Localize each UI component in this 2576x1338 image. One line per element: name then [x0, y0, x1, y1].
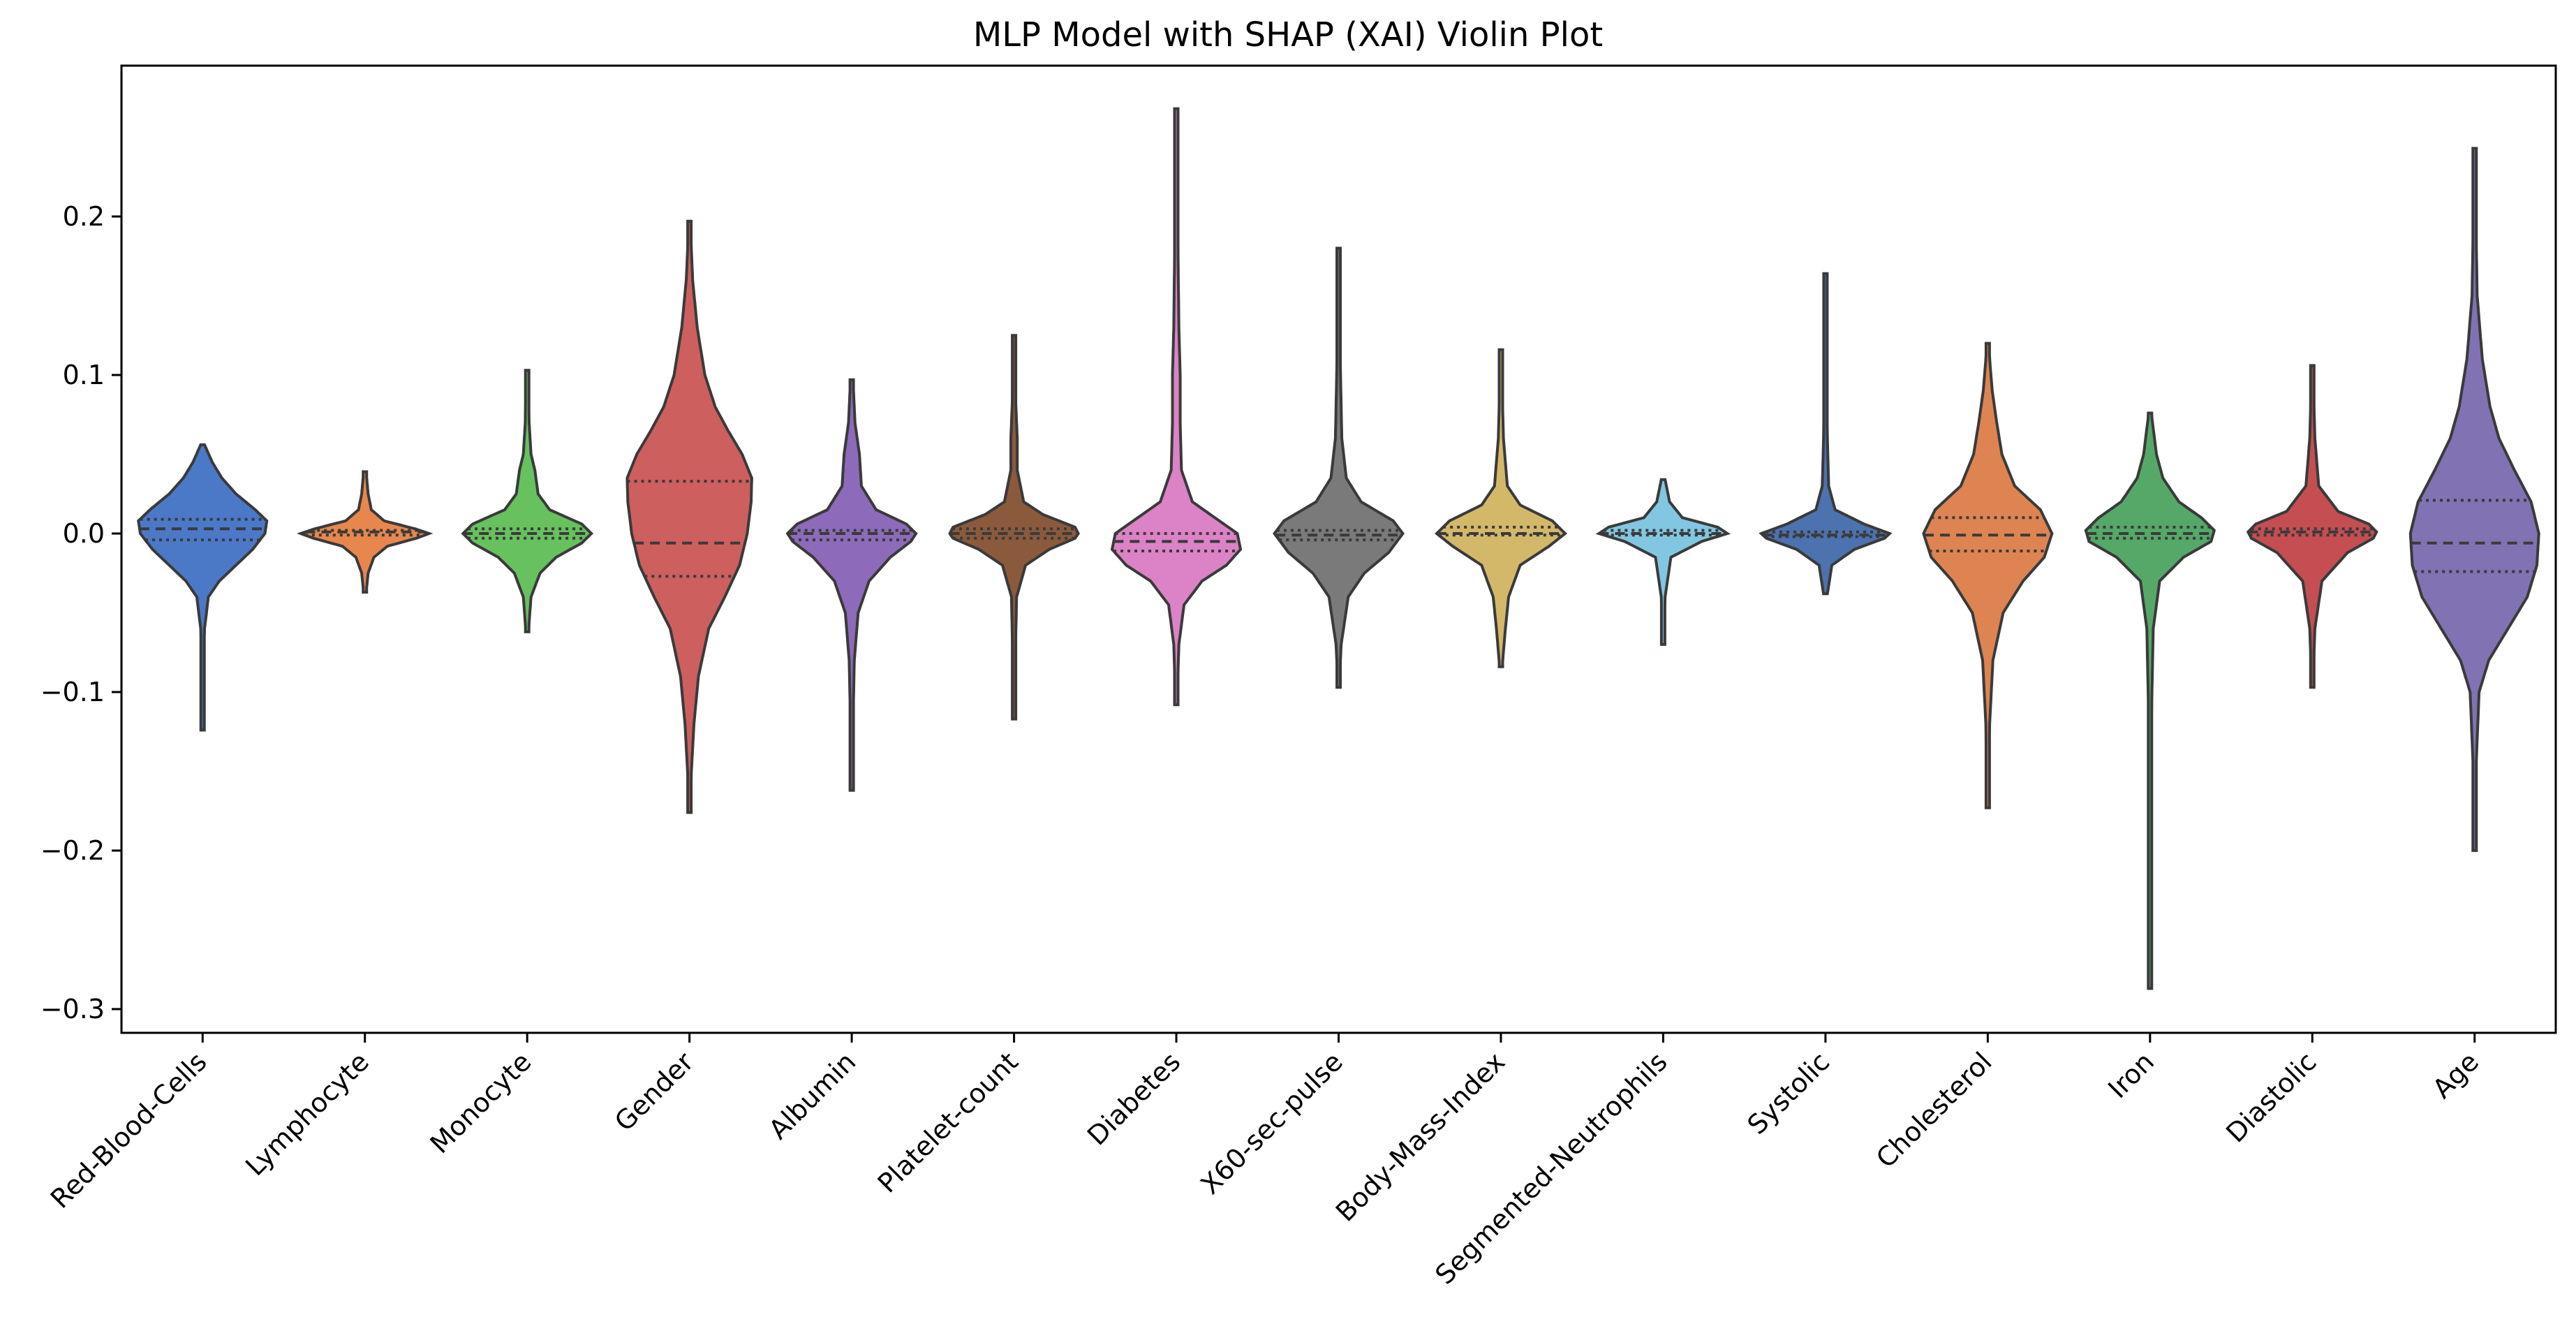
y-tick-label: −0.2 [40, 835, 105, 866]
x-tick-label: Platelet-count [872, 1046, 1024, 1198]
violin-monocyte [461, 369, 594, 633]
y-tick-label: 0.1 [63, 360, 105, 390]
x-tick-label: Systolic [1742, 1046, 1836, 1140]
x-tick-label: Gender [609, 1046, 699, 1137]
x-tick-label: Lymphocyte [239, 1046, 375, 1182]
x-tick-label: Diastolic [2220, 1046, 2322, 1148]
violin-systolic [1759, 272, 1893, 596]
violin-cholesterol [1922, 341, 2054, 809]
violin-albumin [785, 378, 918, 792]
x-tick-label: Body-Mass-Index [1330, 1046, 1511, 1227]
x-axis: Red-Blood-Cells Lymphocyte Monocyte Gender A… [45, 1033, 2485, 1291]
violins-group [137, 107, 2540, 990]
chart-title: MLP Model with SHAP (XAI) Violin Plot [973, 15, 1603, 54]
x-tick-label: X60-sec-pulse [1194, 1046, 1348, 1200]
violin-diastolic [2246, 364, 2378, 689]
x-tick-label: Albumin [763, 1046, 862, 1145]
violin-age [2408, 147, 2540, 852]
violin-iron [2084, 411, 2216, 990]
y-tick-label: −0.1 [40, 677, 105, 707]
violin-gender [626, 219, 753, 814]
violin-segmented-neutrophils [1595, 478, 1731, 646]
x-tick-label: Red-Blood-Cells [45, 1046, 213, 1214]
y-tick-label: 0.0 [63, 518, 105, 549]
violin-platelet-count [948, 334, 1080, 721]
x-tick-label: Iron [2102, 1046, 2160, 1104]
x-tick-label: Monocyte [424, 1046, 538, 1159]
x-tick-label: Diabetes [1081, 1046, 1186, 1151]
x-tick-label: Age [2427, 1046, 2485, 1104]
y-axis: −0.3 −0.2 −0.1 0.0 0.1 0.2 [40, 201, 121, 1024]
violin-red-blood-cells [137, 443, 269, 732]
y-tick-label: −0.3 [40, 994, 105, 1024]
y-tick-label: 0.2 [63, 201, 105, 232]
violin-diabetes [1110, 107, 1243, 707]
x-tick-label: Cholesterol [1870, 1046, 1998, 1174]
violin-body-mass-index [1435, 348, 1568, 668]
violin-lymphocyte [297, 470, 434, 594]
violin-x60-sec-pulse [1273, 247, 1405, 689]
